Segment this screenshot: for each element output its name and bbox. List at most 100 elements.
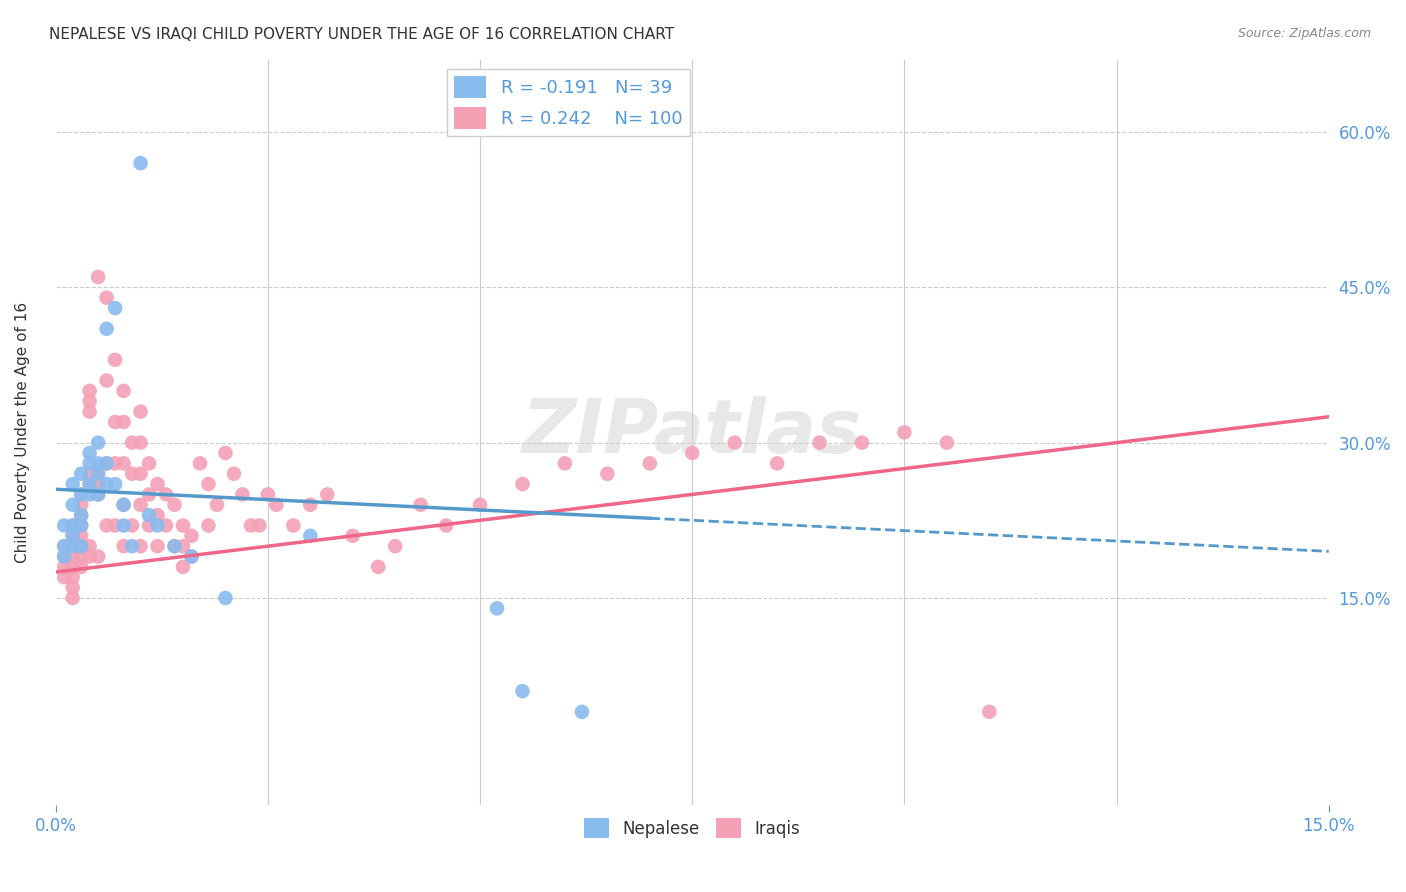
Point bbox=[87, 456, 110, 470]
Point bbox=[214, 591, 236, 605]
Point bbox=[979, 705, 1001, 719]
Point bbox=[96, 518, 118, 533]
Point bbox=[146, 518, 169, 533]
Point bbox=[112, 456, 135, 470]
Point bbox=[96, 456, 118, 470]
Point bbox=[138, 518, 160, 533]
Point bbox=[104, 456, 127, 470]
Point bbox=[163, 539, 186, 553]
Point bbox=[299, 498, 322, 512]
Point bbox=[79, 477, 101, 491]
Point bbox=[79, 539, 101, 553]
Point bbox=[486, 601, 509, 615]
Point bbox=[214, 446, 236, 460]
Point bbox=[121, 467, 143, 481]
Point bbox=[367, 560, 389, 574]
Point bbox=[87, 487, 110, 501]
Point bbox=[231, 487, 253, 501]
Point bbox=[70, 487, 93, 501]
Point bbox=[70, 539, 93, 553]
Point bbox=[724, 435, 747, 450]
Point bbox=[87, 467, 110, 481]
Point bbox=[70, 560, 93, 574]
Point bbox=[197, 518, 219, 533]
Point bbox=[70, 529, 93, 543]
Point bbox=[70, 487, 93, 501]
Point bbox=[96, 477, 118, 491]
Point bbox=[87, 467, 110, 481]
Point bbox=[129, 498, 152, 512]
Point bbox=[70, 508, 93, 522]
Point bbox=[53, 539, 76, 553]
Point bbox=[299, 529, 322, 543]
Point bbox=[766, 456, 789, 470]
Point bbox=[53, 539, 76, 553]
Point bbox=[79, 404, 101, 418]
Point bbox=[104, 518, 127, 533]
Point bbox=[172, 560, 194, 574]
Point bbox=[239, 518, 262, 533]
Point bbox=[79, 446, 101, 460]
Point bbox=[79, 549, 101, 564]
Point bbox=[512, 684, 534, 698]
Point bbox=[129, 539, 152, 553]
Point bbox=[79, 384, 101, 398]
Point bbox=[409, 498, 432, 512]
Point bbox=[121, 539, 143, 553]
Point bbox=[79, 456, 101, 470]
Point bbox=[62, 581, 84, 595]
Point bbox=[434, 518, 457, 533]
Point bbox=[571, 705, 593, 719]
Point bbox=[96, 322, 118, 336]
Point bbox=[62, 570, 84, 584]
Point bbox=[129, 404, 152, 418]
Point bbox=[104, 477, 127, 491]
Point bbox=[53, 560, 76, 574]
Point bbox=[205, 498, 228, 512]
Point bbox=[112, 518, 135, 533]
Point bbox=[638, 456, 661, 470]
Point bbox=[104, 415, 127, 429]
Point bbox=[247, 518, 270, 533]
Point bbox=[851, 435, 873, 450]
Point bbox=[257, 487, 280, 501]
Point bbox=[197, 477, 219, 491]
Point bbox=[146, 508, 169, 522]
Point bbox=[112, 498, 135, 512]
Point bbox=[468, 498, 491, 512]
Point bbox=[87, 435, 110, 450]
Point bbox=[112, 384, 135, 398]
Point bbox=[172, 518, 194, 533]
Point bbox=[112, 415, 135, 429]
Point bbox=[70, 498, 93, 512]
Point bbox=[121, 518, 143, 533]
Point bbox=[79, 477, 101, 491]
Text: ZIPatlas: ZIPatlas bbox=[522, 396, 862, 469]
Point bbox=[596, 467, 619, 481]
Point bbox=[62, 539, 84, 553]
Point bbox=[79, 394, 101, 409]
Point bbox=[554, 456, 576, 470]
Point bbox=[512, 477, 534, 491]
Point bbox=[62, 498, 84, 512]
Point bbox=[87, 487, 110, 501]
Y-axis label: Child Poverty Under the Age of 16: Child Poverty Under the Age of 16 bbox=[15, 301, 30, 563]
Point bbox=[384, 539, 406, 553]
Point bbox=[87, 477, 110, 491]
Point bbox=[188, 456, 211, 470]
Point bbox=[266, 498, 288, 512]
Point bbox=[146, 477, 169, 491]
Point bbox=[146, 539, 169, 553]
Point bbox=[121, 435, 143, 450]
Legend: Nepalese, Iraqis: Nepalese, Iraqis bbox=[578, 812, 807, 845]
Point bbox=[681, 446, 703, 460]
Point bbox=[70, 467, 93, 481]
Point bbox=[53, 570, 76, 584]
Point bbox=[283, 518, 305, 533]
Point bbox=[53, 549, 76, 564]
Point bbox=[87, 270, 110, 285]
Point bbox=[180, 529, 202, 543]
Point bbox=[62, 529, 84, 543]
Point bbox=[163, 539, 186, 553]
Point bbox=[62, 560, 84, 574]
